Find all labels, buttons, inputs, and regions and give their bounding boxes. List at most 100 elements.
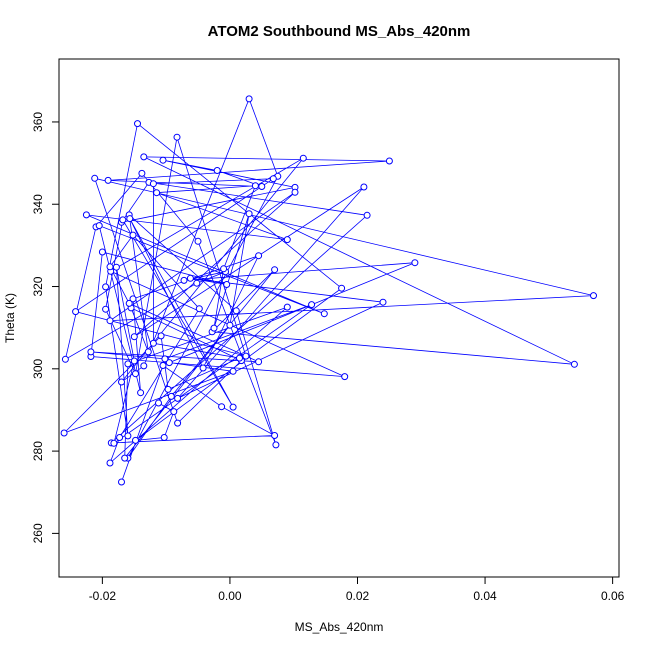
y-tick-label: 340 bbox=[31, 194, 45, 214]
data-point bbox=[110, 439, 118, 447]
data-point bbox=[236, 354, 243, 362]
data-point bbox=[299, 154, 307, 162]
data-point bbox=[102, 283, 110, 291]
data-point bbox=[157, 332, 165, 340]
x-tick-label: 0.04 bbox=[473, 589, 497, 603]
data-point bbox=[82, 211, 90, 219]
data-point bbox=[165, 359, 173, 367]
data-point bbox=[130, 357, 138, 365]
data-point bbox=[95, 222, 103, 230]
data-point bbox=[195, 305, 203, 313]
data-point bbox=[271, 432, 279, 439]
data-point bbox=[213, 167, 221, 174]
data-point bbox=[379, 298, 387, 306]
y-tick-label: 260 bbox=[31, 523, 45, 543]
data-point bbox=[218, 403, 226, 411]
chart-title: ATOM2 Southbound MS_Abs_420nm bbox=[208, 23, 471, 40]
data-point bbox=[160, 434, 168, 441]
data-point bbox=[130, 333, 138, 341]
data-point bbox=[186, 274, 194, 282]
data-point bbox=[129, 295, 137, 303]
data-point bbox=[155, 399, 162, 407]
data-point bbox=[138, 169, 146, 177]
data-point bbox=[119, 216, 127, 224]
data-point bbox=[60, 429, 68, 437]
data-point bbox=[153, 189, 161, 197]
data-point bbox=[229, 367, 237, 375]
data-point bbox=[338, 284, 346, 292]
y-axis: 260 280 300 320 340 360 bbox=[31, 112, 60, 543]
data-point bbox=[167, 392, 175, 400]
data-point bbox=[164, 385, 172, 393]
data-point bbox=[159, 156, 167, 164]
data-point bbox=[308, 301, 316, 309]
data-point bbox=[229, 403, 237, 411]
data-point bbox=[144, 348, 152, 356]
data-point bbox=[118, 378, 125, 386]
data-point bbox=[121, 454, 129, 462]
data-point bbox=[116, 434, 124, 441]
data-point bbox=[161, 355, 169, 363]
x-tick-label: 0.00 bbox=[218, 589, 242, 603]
data-point bbox=[271, 266, 279, 274]
data-point bbox=[149, 180, 157, 188]
data-point bbox=[159, 362, 167, 369]
data-point bbox=[137, 389, 145, 397]
data-point bbox=[363, 211, 371, 219]
x-tick-label: 0.02 bbox=[346, 589, 370, 603]
x-tick-label: -0.02 bbox=[89, 589, 117, 603]
data-point bbox=[411, 259, 419, 267]
data-point bbox=[258, 183, 266, 190]
data-point bbox=[134, 120, 141, 128]
data-point bbox=[590, 292, 597, 300]
y-tick-label: 360 bbox=[31, 112, 45, 132]
data-point bbox=[291, 188, 299, 196]
y-tick-label: 280 bbox=[31, 441, 45, 461]
data-point bbox=[385, 157, 393, 165]
data-point bbox=[360, 183, 368, 191]
data-point bbox=[232, 307, 240, 315]
data-point bbox=[140, 362, 148, 370]
data-point bbox=[174, 394, 182, 402]
data-point bbox=[272, 441, 280, 449]
data-point bbox=[112, 263, 120, 271]
data-point bbox=[106, 263, 114, 271]
data-point bbox=[570, 360, 578, 368]
data-point bbox=[91, 174, 99, 182]
data-point bbox=[132, 436, 139, 444]
data-point bbox=[245, 95, 253, 103]
data-point bbox=[132, 370, 139, 378]
data-point bbox=[87, 348, 95, 356]
y-tick-label: 300 bbox=[31, 358, 45, 378]
data-point bbox=[173, 133, 181, 141]
data-point bbox=[102, 305, 110, 313]
data-point bbox=[72, 308, 80, 316]
data-point bbox=[124, 432, 132, 440]
data-point bbox=[210, 324, 218, 332]
data-point bbox=[98, 248, 106, 256]
data-point bbox=[283, 236, 291, 244]
data-point bbox=[320, 310, 328, 318]
data-point bbox=[199, 364, 207, 372]
data-point bbox=[242, 352, 250, 360]
data-point bbox=[283, 303, 291, 311]
data-point bbox=[341, 373, 349, 381]
data-point bbox=[226, 321, 234, 329]
data-point bbox=[118, 478, 125, 486]
data-point bbox=[255, 252, 263, 260]
data-point bbox=[251, 182, 259, 190]
data-point bbox=[194, 237, 202, 245]
data-point bbox=[220, 265, 228, 273]
data-point bbox=[149, 339, 157, 347]
y-tick-label: 320 bbox=[31, 276, 45, 296]
x-axis-label: MS_Abs_420nm bbox=[295, 620, 384, 634]
data-point bbox=[129, 231, 137, 239]
data-point bbox=[140, 153, 148, 161]
y-axis-label: Theta (K) bbox=[3, 293, 17, 343]
data-point bbox=[174, 419, 182, 427]
data-point bbox=[255, 358, 263, 366]
data-point bbox=[124, 360, 132, 368]
